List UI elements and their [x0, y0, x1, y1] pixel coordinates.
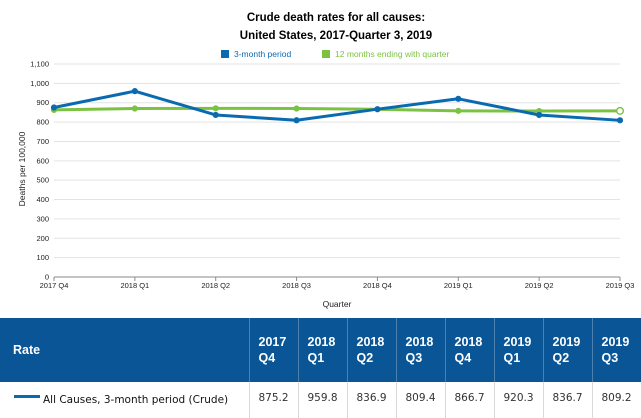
value-cell: 920.3	[494, 382, 544, 418]
y-tick-label: 400	[36, 195, 49, 204]
series-point	[536, 111, 543, 119]
y-tick-label: 200	[36, 234, 49, 243]
header-year: 2018	[356, 335, 385, 349]
x-tick-label: 2018 Q2	[201, 281, 230, 290]
header-quarter: Q2	[552, 351, 570, 365]
series-point	[293, 105, 300, 112]
table-row: All Causes, 3-month period (Crude) 875.2 9…	[0, 382, 641, 418]
series-line	[53, 89, 621, 122]
header-year: 2018	[454, 335, 483, 349]
y-axis-ticks: 0 100 200 300 400 500 600 700 800 900 1,000 1,100	[30, 60, 49, 282]
chart-title: Crude death rates for all causes:	[247, 12, 425, 24]
row-label: All Causes, 3-month period (Crude)	[43, 394, 229, 406]
quarter-column-header: 2018 Q4	[445, 318, 495, 382]
series-line-swatch	[14, 394, 40, 398]
quarter-column-header: 2017 Q4	[249, 318, 299, 382]
legend-swatch	[322, 50, 330, 58]
value-cell: 959.8	[298, 382, 348, 418]
y-tick-label: 800	[36, 118, 49, 127]
series-point	[455, 95, 462, 102]
chart-subtitle: United States, 2017-Quarter 3, 2019	[240, 30, 432, 42]
x-tick-label: 2018 Q4	[363, 281, 392, 290]
value-cell: 809.2	[592, 382, 641, 418]
series-point	[374, 106, 381, 113]
y-tick-label: 600	[36, 156, 49, 165]
value-cell: 875.2	[249, 382, 299, 418]
x-tick-label: 2019 Q3	[606, 281, 635, 290]
series-point	[293, 117, 300, 124]
header-year: 2017	[258, 335, 287, 349]
table-header-row: Rate 2017 Q4 2018 Q1 2018 Q2 2018 Q3 2018 Q4 2019 Q…	[0, 318, 641, 382]
value-cell: 866.7	[445, 382, 495, 418]
series-point	[131, 88, 138, 95]
value-cell: 836.9	[347, 382, 397, 418]
series-point	[616, 117, 624, 124]
x-tick-label: 2019 Q1	[444, 281, 473, 290]
series-point	[50, 104, 58, 111]
x-tick-label: 2019 Q2	[525, 281, 554, 290]
y-tick-label: 500	[36, 176, 49, 185]
legend-swatch	[221, 50, 229, 58]
quarter-column-header: 2019 Q2	[543, 318, 593, 382]
quarter-column-header: 2018 Q1	[298, 318, 348, 382]
x-tick-label: 2018 Q1	[120, 281, 149, 290]
header-quarter: Q2	[356, 351, 374, 365]
header-quarter: Q3	[405, 351, 423, 365]
header-year: 2019	[552, 335, 581, 349]
y-tick-label: 900	[36, 98, 49, 107]
series-point	[212, 105, 219, 112]
y-tick-label: 300	[36, 214, 49, 223]
header-quarter: Q4	[454, 351, 472, 365]
chart-legend: 3-month period 12 months ending with quar…	[221, 49, 450, 59]
series-point	[212, 111, 219, 119]
header-quarter: Q1	[503, 351, 521, 365]
legend-label: 3-month period	[234, 49, 291, 59]
death-rate-line-chart: Crude death rates for all causes: United…	[17, 12, 635, 309]
legend-label: 12 months ending with quarter	[335, 49, 450, 59]
series-point	[455, 107, 462, 114]
grid-lines	[54, 63, 620, 278]
header-quarter: Q1	[307, 351, 325, 365]
x-axis-ticks: 2017 Q4 2018 Q1 2018 Q2 2018 Q3 2018 Q4 2019 …	[40, 277, 635, 290]
chart-container: Crude death rates for all causes: United…	[17, 12, 635, 309]
header-year: 2019	[503, 335, 532, 349]
y-tick-label: 1,100	[30, 60, 49, 69]
y-tick-label: 100	[36, 253, 49, 262]
series-line	[53, 106, 621, 113]
header-year: 2019	[601, 335, 630, 349]
x-tick-label: 2017 Q4	[40, 281, 69, 290]
quarter-column-header: 2019 Q1	[494, 318, 544, 382]
row-label-cell: All Causes, 3-month period (Crude)	[0, 382, 250, 418]
x-axis-label: Quarter	[323, 299, 352, 309]
value-cell: 809.4	[396, 382, 446, 418]
series-layer	[50, 88, 625, 124]
table-body: All Causes, 3-month period (Crude) 875.2 9…	[0, 382, 641, 418]
quarter-column-header: 2018 Q3	[396, 318, 446, 382]
quarter-column-header: 2018 Q2	[347, 318, 397, 382]
header-year: 2018	[307, 335, 336, 349]
y-tick-label: 700	[36, 137, 49, 146]
y-axis-label: Deaths per 100,000	[17, 131, 27, 206]
y-tick-label: 0	[45, 273, 49, 282]
quarter-column-header: 2019 Q3	[592, 318, 641, 382]
series-point	[131, 105, 138, 112]
x-tick-label: 2018 Q3	[282, 281, 311, 290]
series-point	[616, 106, 625, 115]
header-quarter: Q4	[258, 351, 276, 365]
y-tick-label: 1,000	[30, 79, 49, 88]
value-cell: 836.7	[543, 382, 593, 418]
header-quarter: Q3	[601, 351, 619, 365]
data-table: Rate 2017 Q4 2018 Q1 2018 Q2 2018 Q3 2018 Q4 2019 Q…	[0, 318, 641, 418]
rate-column-header: Rate	[0, 318, 250, 382]
header-year: 2018	[405, 335, 434, 349]
